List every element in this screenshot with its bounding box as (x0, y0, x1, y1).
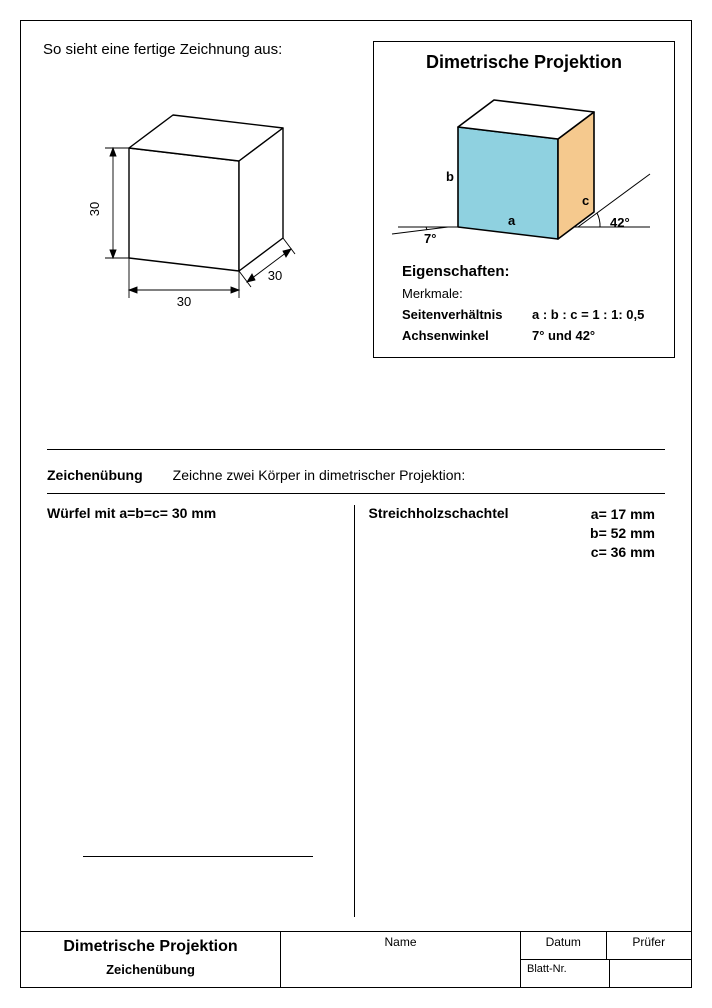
exercise-header: Zeichenübung Zeichne zwei Körper in dime… (47, 467, 665, 483)
separator-2 (47, 493, 665, 494)
name-field[interactable]: Name (281, 932, 521, 987)
angle-label: Achsenwinkel (402, 328, 532, 343)
name-label: Name (384, 935, 416, 949)
exercise-right: Streichholzschachtel a= 17 mm b= 52 mm c… (355, 505, 666, 917)
props-sub: Merkmale: (402, 286, 660, 301)
title-block-right: Datum Prüfer Blatt-Nr. (521, 932, 691, 987)
exercise-body: Würfel mit a=b=c= 30 mm Streichholzschac… (47, 505, 665, 917)
example-column: So sieht eine fertige Zeichnung aus: (39, 41, 359, 358)
top-section: So sieht eine fertige Zeichnung aus: (21, 21, 691, 368)
exercise-instruction: Zeichne zwei Körper in dimetrischer Proj… (173, 467, 466, 483)
matchbox-title: Streichholzschachtel (369, 505, 509, 521)
sheet-label: Blatt-Nr. (527, 963, 567, 975)
example-drawing: 30 30 (39, 88, 329, 328)
dim-depth-text: 30 (268, 268, 282, 283)
angle-right-text: 42° (610, 215, 630, 230)
tb-title1: Dimetrische Projektion (21, 938, 280, 956)
date-field[interactable]: Datum (521, 932, 607, 959)
sheet-field[interactable]: Blatt-Nr. (521, 960, 610, 987)
ratio-label: Seitenverhältnis (402, 307, 532, 322)
example-label: So sieht eine fertige Zeichnung aus: (43, 41, 359, 58)
dim-b: b= 52 mm (590, 524, 655, 543)
label-b: b (446, 169, 454, 184)
title-block: Dimetrische Projektion Zeichenübung Name… (21, 931, 691, 987)
date-label: Datum (546, 935, 581, 949)
ratio-row: Seitenverhältnis a : b : c = 1 : 1: 0,5 (402, 307, 660, 322)
tb-title2: Zeichenübung (21, 962, 280, 977)
props-title: Eigenschaften: (402, 263, 660, 280)
projection-diagram: b a c 7° 42° (388, 77, 660, 257)
ratio-value: a : b : c = 1 : 1: 0,5 (532, 307, 644, 322)
angle-left-text: 7° (424, 231, 436, 246)
label-c: c (582, 193, 589, 208)
dim-c: c= 36 mm (590, 543, 655, 562)
exercise-heading: Zeichenübung (47, 467, 143, 483)
matchbox-dims: a= 17 mm b= 52 mm c= 36 mm (590, 505, 665, 562)
label-a: a (508, 213, 516, 228)
dim-bottom-text: 30 (177, 294, 191, 309)
separator-1 (47, 449, 665, 450)
worksheet-page: So sieht eine fertige Zeichnung aus: (20, 20, 692, 988)
angle-value: 7° und 42° (532, 328, 595, 343)
dim-a: a= 17 mm (590, 505, 655, 524)
cube-baseline (83, 856, 313, 857)
dim-vertical-text: 30 (87, 202, 102, 216)
empty-cell (610, 960, 692, 987)
cube-title: Würfel mit a=b=c= 30 mm (47, 505, 344, 521)
angle-row: Achsenwinkel 7° und 42° (402, 328, 660, 343)
panel-title: Dimetrische Projektion (388, 52, 660, 73)
properties-panel: Dimetrische Projektion (373, 41, 675, 358)
title-block-left: Dimetrische Projektion Zeichenübung (21, 932, 281, 987)
reviewer-label: Prüfer (632, 935, 665, 949)
exercise-left: Würfel mit a=b=c= 30 mm (47, 505, 355, 917)
reviewer-field[interactable]: Prüfer (607, 932, 692, 959)
